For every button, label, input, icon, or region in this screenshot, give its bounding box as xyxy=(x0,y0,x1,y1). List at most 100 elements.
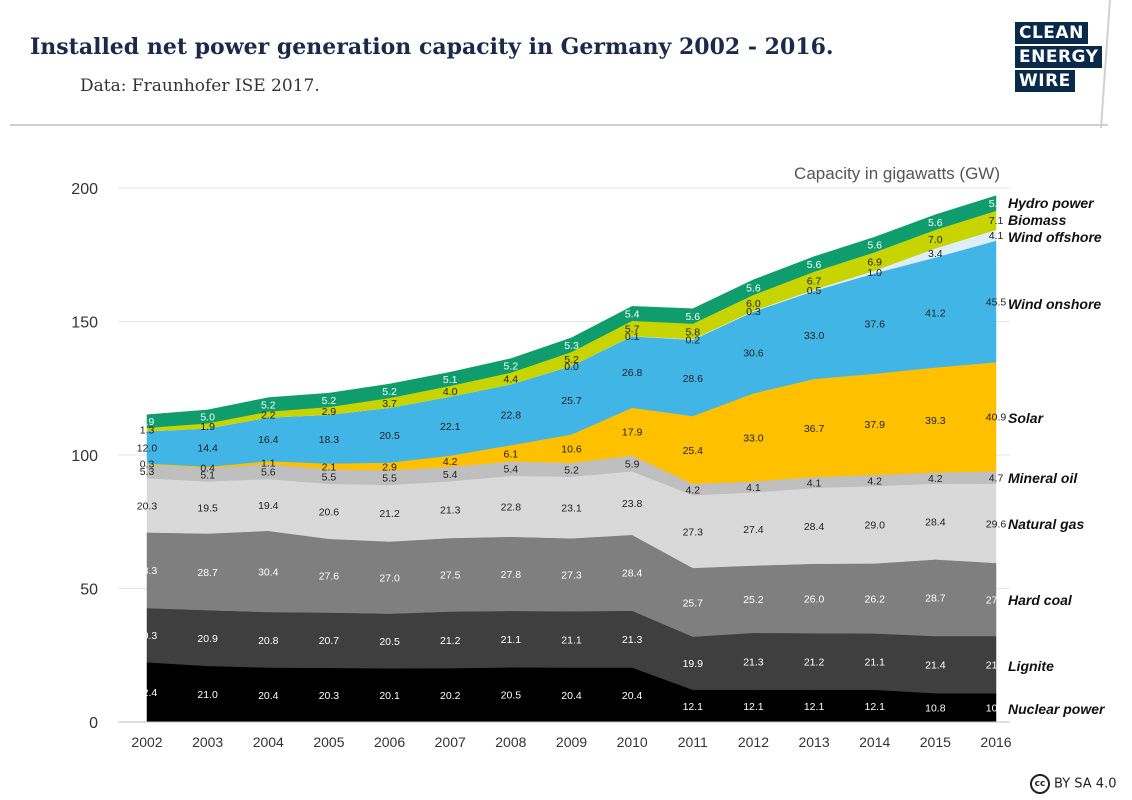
data-label: 10.6 xyxy=(561,444,582,456)
data-label: 5.5 xyxy=(322,471,337,483)
data-label: 25.4 xyxy=(683,445,704,457)
data-label: 5.6 xyxy=(685,311,700,323)
data-label: 6.7 xyxy=(807,276,822,288)
area-series xyxy=(146,195,997,723)
data-label: 21.0 xyxy=(197,689,218,701)
legend-biomass: Biomass xyxy=(1008,212,1067,228)
axes: 0 50 100 150 200 2002 2003 2004 2005 2006 2007 2008… xyxy=(71,181,1011,750)
data-label: 23.8 xyxy=(622,498,643,510)
data-label: 0.3 xyxy=(746,306,761,318)
data-label: 5.6 xyxy=(807,259,822,271)
data-label: 5.5 xyxy=(382,473,397,485)
data-label: 4.1 xyxy=(989,230,1004,242)
area-hydro-power xyxy=(146,195,997,429)
data-label: 25.7 xyxy=(683,597,704,609)
data-label: 1.3 xyxy=(140,425,155,437)
data-label: 4.2 xyxy=(867,475,882,487)
data-label: 20.4 xyxy=(561,690,582,702)
data-label: 7.1 xyxy=(989,215,1004,227)
data-label: 20.4 xyxy=(258,690,279,702)
data-label: 20.5 xyxy=(501,690,522,702)
data-label: 28.3 xyxy=(137,565,158,577)
logo-line-2: ENERGY xyxy=(1015,46,1103,68)
data-label: 12.1 xyxy=(743,701,764,713)
data-label: 16.4 xyxy=(258,434,279,446)
data-label: 5.6 xyxy=(261,467,276,479)
x-tick-label: 2011 xyxy=(678,734,708,750)
data-label: 5.8 xyxy=(685,326,700,338)
data-label: 20.5 xyxy=(379,430,400,442)
data-label: 29.6 xyxy=(986,518,1007,530)
data-label: 20.8 xyxy=(258,635,279,647)
data-label: 21.2 xyxy=(379,508,400,520)
y-tick-label: 100 xyxy=(71,448,98,465)
data-label: 4.9 xyxy=(140,416,155,428)
x-tick-label: 2003 xyxy=(192,734,223,750)
header-divider xyxy=(10,124,1108,126)
legend-wind-offshore: Wind offshore xyxy=(1008,229,1102,245)
cc-icon: cc xyxy=(1030,774,1050,794)
data-label: 30.4 xyxy=(258,566,279,578)
data-label: 0.2 xyxy=(685,334,700,346)
data-label: 28.7 xyxy=(925,593,946,605)
data-label: 5.4 xyxy=(504,464,519,476)
data-label: 5.4 xyxy=(443,469,458,481)
data-label: 4.7 xyxy=(989,473,1004,485)
data-label: 0.3 xyxy=(140,459,155,471)
data-label: 27.3 xyxy=(561,570,582,582)
data-label: 4.2 xyxy=(685,484,700,496)
data-label: 20.2 xyxy=(440,690,461,702)
data-label: 22.8 xyxy=(501,410,522,422)
x-tick-label: 2008 xyxy=(495,734,526,750)
data-label: 33.0 xyxy=(804,330,825,342)
data-label: 21.2 xyxy=(804,656,825,668)
data-label: 17.9 xyxy=(622,427,643,439)
data-label: 25.7 xyxy=(561,395,582,407)
data-label: 27.8 xyxy=(501,569,522,581)
data-label: 10.8 xyxy=(925,703,946,715)
data-label: 27.6 xyxy=(319,571,340,583)
logo-line-3: WIRE xyxy=(1015,70,1075,92)
data-label: 22.1 xyxy=(440,421,461,433)
data-label: 19.5 xyxy=(197,502,218,514)
x-tick-label: 2009 xyxy=(556,734,587,750)
data-label: 4.1 xyxy=(746,482,761,494)
y-tick-label: 50 xyxy=(80,582,98,599)
x-tick-label: 2002 xyxy=(131,734,162,750)
data-label: 0.5 xyxy=(807,285,822,297)
legend-solar: Solar xyxy=(1008,410,1045,426)
data-label: 27.0 xyxy=(379,573,400,585)
data-label: 40.9 xyxy=(986,412,1007,424)
data-label: 20.5 xyxy=(379,636,400,648)
data-label: 5.6 xyxy=(989,198,1004,210)
data-label: 33.0 xyxy=(743,432,764,444)
data-label: 5.6 xyxy=(928,217,943,229)
data-label: 22.4 xyxy=(137,687,158,699)
data-label: 14.4 xyxy=(197,443,218,455)
x-tick-label: 2005 xyxy=(313,734,344,750)
data-label: 12.0 xyxy=(137,442,158,454)
data-label: 2.9 xyxy=(322,406,337,418)
x-tick-label: 2007 xyxy=(435,734,466,750)
data-label: 20.3 xyxy=(319,690,340,702)
data-label: 2.2 xyxy=(261,409,276,421)
data-label: 10.8 xyxy=(986,703,1007,715)
legend: Nuclear power Lignite Hard coal Natural gas… xyxy=(1008,195,1106,717)
data-label: 12.1 xyxy=(864,701,885,713)
y-tick-label: 0 xyxy=(89,715,98,732)
legend-natural-gas: Natural gas xyxy=(1008,516,1084,532)
data-label: 28.7 xyxy=(197,567,218,579)
data-label: 29.0 xyxy=(864,520,885,532)
data-label: 6.0 xyxy=(746,298,761,310)
data-label: 6.1 xyxy=(504,448,519,460)
data-label: 21.4 xyxy=(986,660,1007,672)
x-tick-label: 2016 xyxy=(980,734,1011,750)
x-tick-label: 2004 xyxy=(253,734,284,750)
data-label: 20.4 xyxy=(622,690,643,702)
data-label: 4.4 xyxy=(504,373,519,385)
data-label: 5.2 xyxy=(322,395,337,407)
data-label: 5.6 xyxy=(867,240,882,252)
x-tick-label: 2010 xyxy=(617,734,648,750)
data-label: 28.6 xyxy=(683,373,704,385)
